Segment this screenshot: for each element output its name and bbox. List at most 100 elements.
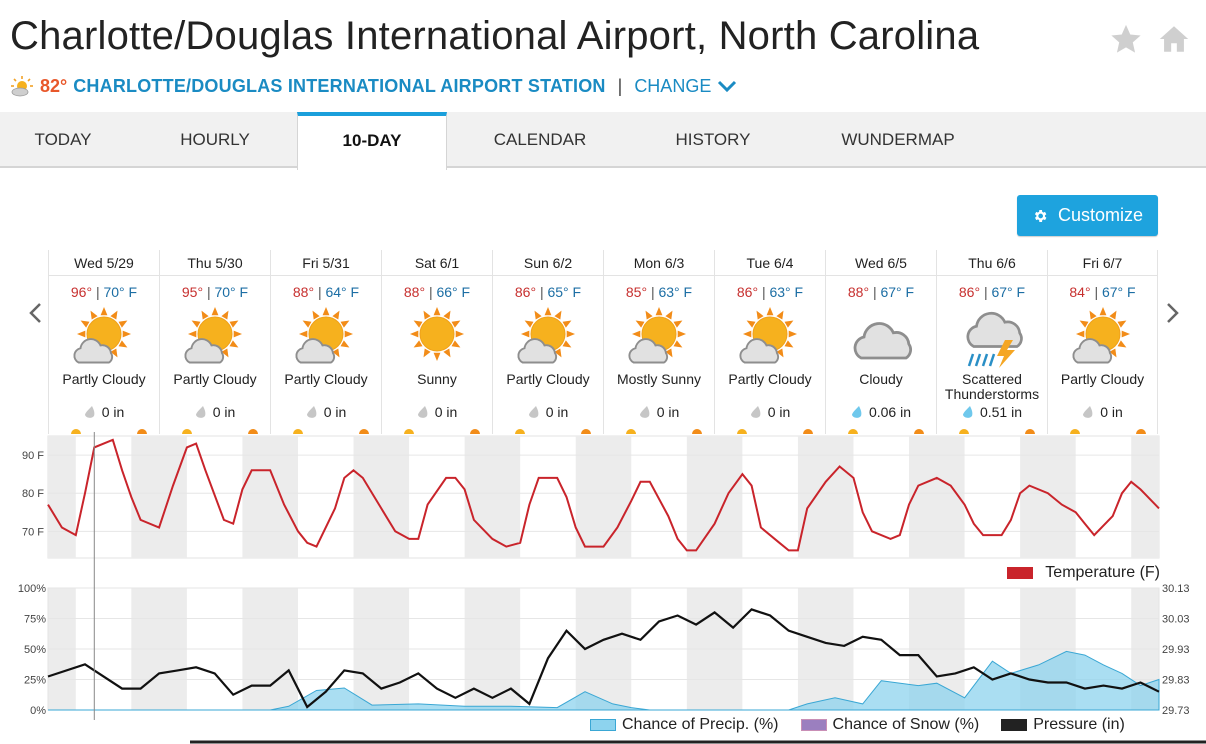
day-column[interactable]: Wed 6/5 88° | 67° F Cloudy 0.06 in	[825, 250, 936, 434]
night-band	[686, 436, 743, 558]
y-tick-label-left: 75%	[24, 614, 46, 626]
temperature-legend-label: Temperature (F)	[1045, 564, 1160, 581]
night-band	[909, 436, 965, 558]
condition-icon	[959, 306, 1025, 370]
condition-text: Partly Cloudy	[493, 370, 603, 402]
day-column[interactable]: Sat 6/1 88° | 66° F Sunny 0 in	[381, 250, 492, 434]
day-column[interactable]: Mon 6/3 85° | 63° F Mostly Sunny 0 in	[603, 250, 714, 434]
sunrise-sunset-marks	[515, 429, 591, 434]
y-tick-label-left: 25%	[24, 675, 46, 687]
raindrop-icon	[851, 406, 862, 418]
day-date: Thu 6/6	[937, 250, 1047, 276]
condition-icon	[737, 306, 803, 370]
y-tick-label: 80 F	[22, 488, 44, 500]
partly-cloudy-icon	[517, 307, 575, 364]
tab-history[interactable]: HISTORY	[675, 130, 751, 149]
partly-cloudy-icon	[295, 307, 353, 364]
temperature-legend: Temperature (F)	[1007, 564, 1160, 582]
y-tick-label: 90 F	[22, 450, 44, 462]
change-station-button[interactable]: CHANGE	[634, 76, 737, 97]
tab-10-day[interactable]: 10-DAY	[297, 112, 447, 170]
day-temps: 84° | 67° F	[1069, 284, 1136, 300]
precip-amount: 0 in	[1048, 402, 1157, 422]
home-icon[interactable]	[1156, 22, 1192, 56]
precip-amount: 0 in	[382, 402, 492, 422]
station-link[interactable]: CHARLOTTE/DOUGLAS INTERNATIONAL AIRPORT …	[73, 75, 606, 96]
y-tick-label-left: 50%	[24, 644, 46, 656]
raindrop-icon	[306, 406, 317, 418]
tab-wundermap[interactable]: WUNDERMAP	[841, 130, 955, 149]
star-icon[interactable]	[1108, 22, 1144, 56]
precip-amount: 0 in	[604, 402, 714, 422]
precip-amount: 0 in	[160, 402, 270, 422]
night-band	[131, 436, 187, 558]
temp-unit: F	[128, 284, 138, 300]
day-column[interactable]: Wed 5/29 96° | 70° F Partly Cloudy 0 in	[48, 250, 159, 434]
tab-hourly[interactable]: HOURLY	[180, 130, 250, 149]
legend-pressure[interactable]: Pressure (in)	[1001, 716, 1125, 734]
night-band	[797, 436, 854, 558]
precip-value: 0 in	[656, 404, 680, 420]
day-column[interactable]: Fri 5/31 88° | 64° F Partly Cloudy 0 in	[270, 250, 381, 434]
temperature-line	[47, 438, 1160, 552]
condition-text: Sunny	[382, 370, 492, 402]
legend-snow[interactable]: Chance of Snow (%)	[800, 716, 979, 734]
condition-icon	[1070, 306, 1136, 370]
y-tick-label-right: 29.83	[1162, 675, 1190, 687]
partly-cloudy-icon	[11, 76, 33, 97]
low-temp: 66°	[436, 284, 458, 300]
sunrise-sunset-marks	[182, 429, 258, 434]
partly-cloudy-icon	[1071, 307, 1130, 364]
day-date: Wed 5/29	[49, 250, 159, 276]
day-date: Fri 5/31	[271, 250, 381, 276]
temp-unit: F	[239, 284, 249, 300]
high-temp: 95°	[181, 284, 204, 300]
day-column[interactable]: Tue 6/4 86° | 63° F Partly Cloudy 0 in	[714, 250, 825, 434]
y-tick-label-left: 100%	[18, 583, 46, 595]
raindrop-icon	[417, 406, 428, 418]
tab-today[interactable]: TODAY	[34, 130, 92, 149]
chevron-right-icon[interactable]	[1162, 298, 1182, 328]
precip-amount: 0 in	[493, 402, 603, 422]
day-temps: 86° | 65° F	[514, 284, 582, 300]
low-temp: 67°	[1101, 284, 1124, 300]
chevron-left-icon[interactable]	[26, 298, 46, 328]
day-column[interactable]: Fri 6/7 84° | 67° F Partly Cloudy 0 in	[1047, 250, 1158, 434]
raindrop-icon	[962, 406, 973, 418]
condition-icon	[515, 306, 581, 370]
tab-calendar[interactable]: CALENDAR	[493, 130, 587, 149]
low-temp: 67°	[880, 284, 902, 300]
pressure-line	[47, 608, 1160, 709]
day-temps: 86° | 63° F	[736, 284, 804, 300]
customize-button[interactable]: Customize	[1017, 195, 1158, 236]
high-temp: 84°	[1069, 284, 1091, 300]
day-column[interactable]: Thu 5/30 95° | 70° F Partly Cloudy 0 in	[159, 250, 270, 434]
temp-unit: F	[683, 284, 693, 300]
high-temp: 88°	[847, 284, 870, 300]
temp-unit: F	[905, 284, 915, 300]
condition-icon	[293, 306, 359, 370]
condition-line: Sunny	[417, 371, 457, 387]
condition-icon	[626, 306, 692, 370]
cloud-icon	[853, 322, 912, 360]
temp-unit: F	[794, 284, 804, 300]
condition-icon	[71, 306, 137, 370]
condition-line: Partly Cloudy	[728, 371, 812, 387]
sunrise-sunset-marks	[293, 429, 369, 434]
precip-area	[48, 650, 1160, 711]
day-column[interactable]: Thu 6/6 86° | 67° F Scattered Thundersto…	[936, 250, 1047, 434]
day-column[interactable]: Sun 6/2 86° | 65° F Partly Cloudy 0 in	[492, 250, 603, 434]
condition-text: Partly Cloudy	[1048, 370, 1157, 402]
raindrop-icon	[639, 406, 650, 418]
partly-cloudy-icon	[184, 307, 242, 364]
day-date: Wed 6/5	[826, 250, 936, 276]
precip-value: 0 in	[323, 404, 347, 420]
condition-line: Mostly Sunny	[616, 371, 702, 387]
sunrise-sunset-marks	[848, 429, 924, 434]
condition-text: Scattered Thunderstorms	[937, 370, 1047, 402]
precip-value: 0.06 in	[868, 404, 912, 420]
condition-line: Partly Cloudy	[1060, 371, 1145, 387]
precip-amount: 0.51 in	[937, 402, 1047, 422]
temp-unit: F	[1127, 284, 1136, 300]
legend-precip[interactable]: Chance of Precip. (%)	[590, 716, 779, 734]
